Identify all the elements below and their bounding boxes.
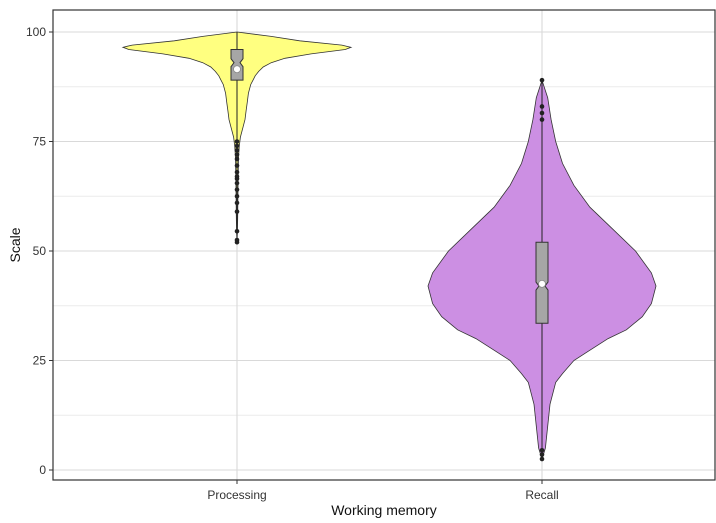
- x-axis-title: Working memory: [331, 502, 437, 518]
- outlier-point: [539, 447, 545, 453]
- outlier-point: [539, 77, 545, 83]
- outlier-point: [234, 156, 240, 162]
- box: [230, 49, 244, 81]
- violin-processing: [121, 31, 353, 245]
- outlier-point: [234, 163, 240, 168]
- outlier-point: [234, 139, 240, 144]
- x-axis: Processing Recall: [207, 480, 559, 502]
- x-tick-label: Processing: [207, 488, 266, 502]
- outlier-point: [234, 187, 240, 192]
- outlier-point: [539, 104, 545, 109]
- y-tick-label: 100: [26, 25, 46, 39]
- outlier-point: [539, 110, 545, 116]
- outlier-point: [234, 237, 240, 243]
- y-tick-label: 0: [39, 463, 46, 477]
- x-tick-label: Recall: [525, 488, 558, 502]
- outlier-point: [234, 209, 240, 214]
- y-tick-label: 75: [33, 135, 47, 149]
- outlier-point: [234, 147, 240, 153]
- outlier-point: [234, 200, 240, 206]
- outlier-point: [539, 452, 545, 457]
- outlier-point: [234, 193, 240, 199]
- outlier-point: [234, 228, 240, 234]
- outlier-point: [234, 174, 240, 179]
- y-tick-label: 50: [33, 244, 47, 258]
- plot-border: [52, 9, 716, 481]
- outlier-point: [234, 180, 240, 186]
- outlier-point: [234, 169, 240, 175]
- outlier-point: [234, 143, 240, 149]
- violins: [121, 31, 657, 462]
- mean-point: [538, 279, 546, 288]
- outlier-point: [234, 152, 240, 157]
- mean-point: [233, 65, 241, 74]
- y-tick-label: 25: [33, 354, 47, 368]
- outlier-point: [539, 456, 545, 462]
- outlier-point: [539, 117, 545, 122]
- y-axis-title: Scale: [7, 227, 23, 262]
- y-axis: 0 25 50 75 100: [26, 25, 53, 477]
- violin-recall: [427, 77, 657, 462]
